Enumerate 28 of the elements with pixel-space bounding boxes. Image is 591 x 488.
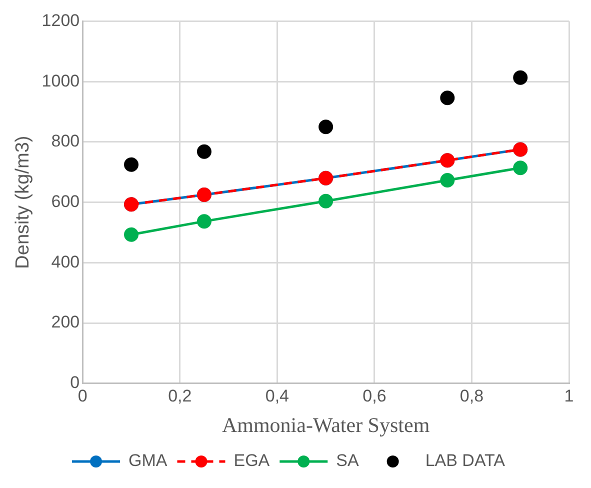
x-tick-label: 0,4 bbox=[265, 386, 289, 406]
x-tick-label: 1 bbox=[564, 386, 574, 406]
legend-label: EGA bbox=[234, 451, 270, 470]
y-tick-label: 0 bbox=[70, 373, 80, 392]
legend-label: GMA bbox=[128, 451, 168, 470]
y-tick-label: 600 bbox=[51, 192, 80, 211]
point bbox=[513, 70, 528, 85]
x-tick-label: 0,6 bbox=[362, 386, 386, 406]
point bbox=[318, 194, 334, 208]
x-tick-label: 0,8 bbox=[460, 386, 484, 406]
y-axis-title: Density (kg/m3) bbox=[12, 136, 34, 269]
point bbox=[196, 144, 212, 159]
y-tick-label: 1000 bbox=[42, 71, 80, 90]
x-tick-label: 0,2 bbox=[168, 386, 192, 406]
point bbox=[318, 120, 334, 134]
y-tick-label: 200 bbox=[51, 312, 80, 332]
y-tick-label: 400 bbox=[51, 252, 80, 272]
point bbox=[124, 157, 139, 172]
x-axis-title: Ammonia-Water System bbox=[222, 412, 430, 437]
y-tick-label: 800 bbox=[51, 132, 80, 151]
y-tick-label: 1200 bbox=[42, 10, 80, 30]
legend-label: LAB DATA bbox=[425, 451, 506, 470]
point bbox=[513, 160, 528, 176]
point bbox=[440, 90, 455, 106]
point bbox=[440, 173, 455, 188]
point bbox=[124, 227, 139, 242]
legend-label: SA bbox=[336, 451, 360, 470]
point bbox=[196, 214, 212, 229]
